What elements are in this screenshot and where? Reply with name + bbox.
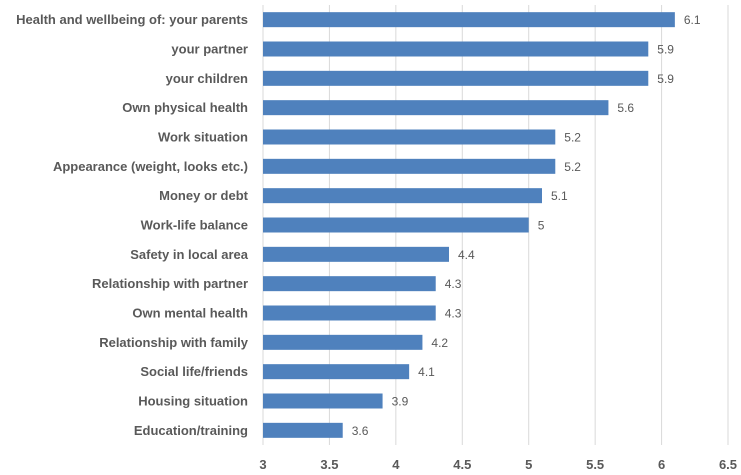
category-label: Money or debt bbox=[159, 188, 249, 203]
category-label: Safety in local area bbox=[130, 247, 249, 262]
bar-3 bbox=[263, 100, 609, 116]
category-label: your partner bbox=[171, 42, 248, 57]
value-label: 3.9 bbox=[392, 395, 409, 409]
value-label: 5.1 bbox=[551, 189, 568, 203]
value-labels: 6.1 5.9 5.9 5.6 5.2 5.2 5.1 5 4.4 4.3 4.3 4.2 4.1 3.9… bbox=[352, 13, 701, 438]
bar-2 bbox=[263, 70, 649, 86]
value-label: 4.3 bbox=[445, 277, 462, 291]
value-label: 4.4 bbox=[458, 248, 475, 262]
bar-7 bbox=[263, 217, 529, 233]
category-label: Relationship with family bbox=[99, 335, 249, 350]
category-label: Work-life balance bbox=[141, 218, 248, 233]
x-axis-ticks: 3 3.5 4 4.5 5 5.5 6 6.5 bbox=[259, 457, 737, 472]
value-label: 4.1 bbox=[418, 365, 435, 379]
category-label: Work situation bbox=[158, 130, 248, 145]
value-label: 5.9 bbox=[657, 43, 674, 57]
x-tick-label: 3.5 bbox=[320, 457, 338, 472]
category-label: Appearance (weight, looks etc.) bbox=[53, 159, 248, 174]
category-label: Own physical health bbox=[122, 100, 248, 115]
value-label: 6.1 bbox=[684, 13, 701, 27]
category-label: Own mental health bbox=[132, 306, 248, 321]
category-label: Relationship with partner bbox=[92, 276, 248, 291]
category-label: Education/training bbox=[134, 423, 248, 438]
bar-6 bbox=[263, 188, 542, 204]
value-label: 4.3 bbox=[445, 307, 462, 321]
value-label: 5.2 bbox=[564, 160, 581, 174]
x-tick-label: 6.5 bbox=[719, 457, 737, 472]
value-label: 5.6 bbox=[617, 101, 634, 115]
value-label: 4.2 bbox=[431, 336, 448, 350]
bar-9 bbox=[263, 276, 436, 292]
bar-8 bbox=[263, 246, 449, 262]
bars bbox=[263, 12, 675, 438]
bar-4 bbox=[263, 129, 556, 145]
value-label: 5 bbox=[538, 219, 545, 233]
bar-12 bbox=[263, 364, 410, 380]
bar-11 bbox=[263, 334, 423, 350]
bar-5 bbox=[263, 158, 556, 174]
x-tick-label: 5.5 bbox=[586, 457, 604, 472]
category-label: Social life/friends bbox=[140, 364, 248, 379]
category-label: your children bbox=[166, 71, 248, 86]
bar-14 bbox=[263, 422, 343, 438]
category-label: Health and wellbeing of: your parents bbox=[16, 12, 248, 27]
bar-13 bbox=[263, 393, 383, 409]
category-labels: Health and wellbeing of: your parents you… bbox=[16, 12, 249, 438]
x-tick-label: 6 bbox=[658, 457, 665, 472]
value-label: 5.9 bbox=[657, 72, 674, 86]
value-label: 5.2 bbox=[564, 131, 581, 145]
value-label: 3.6 bbox=[352, 424, 369, 438]
category-label: Housing situation bbox=[138, 394, 248, 409]
bar-10 bbox=[263, 305, 436, 321]
bar-1 bbox=[263, 41, 649, 57]
x-tick-label: 4 bbox=[392, 457, 400, 472]
x-tick-label: 3 bbox=[259, 457, 266, 472]
x-tick-label: 4.5 bbox=[453, 457, 471, 472]
bar-0 bbox=[263, 12, 675, 28]
x-tick-label: 5 bbox=[525, 457, 532, 472]
